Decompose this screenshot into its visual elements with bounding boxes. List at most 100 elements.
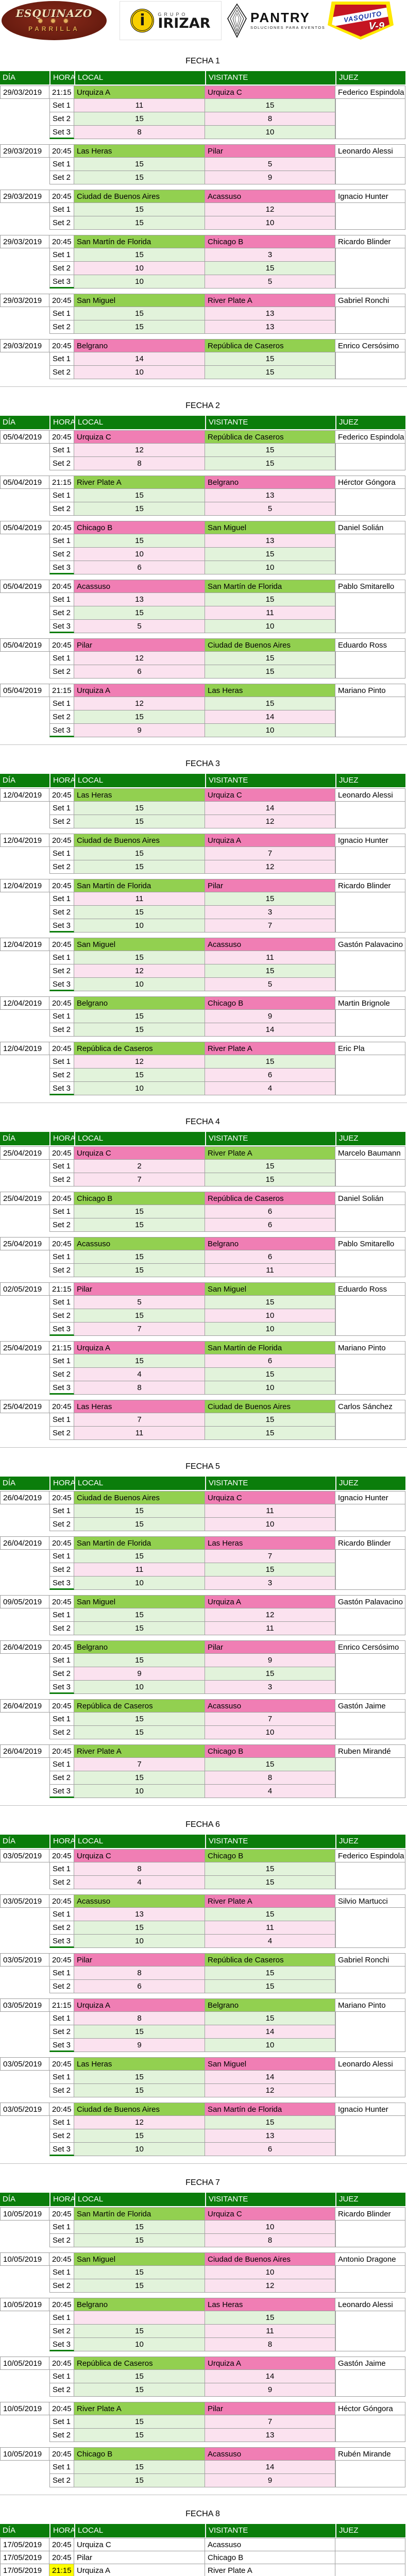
match-time-cell: 20:45	[49, 2298, 74, 2311]
local-team-cell: San Martín de Florida	[74, 2207, 205, 2221]
set-date-spacer	[0, 815, 49, 828]
match-date-cell: 12/04/2019	[0, 996, 49, 1010]
match-date-cell: 02/05/2019	[0, 1282, 49, 1296]
judge-spacer-cell	[335, 1055, 405, 1069]
set-date-spacer	[0, 1354, 49, 1368]
set-date-spacer	[0, 203, 49, 216]
set-score-local-cell: 15	[74, 2461, 205, 2474]
esquinazo-subtitle: PARRILLA	[28, 25, 80, 32]
match-date-cell: 17/05/2019	[0, 2551, 49, 2564]
judge-spacer-cell	[335, 951, 405, 964]
set-score-local-cell: 7	[74, 1173, 205, 1187]
match-time-cell: 20:45	[49, 2538, 74, 2551]
set-score-local-cell: 11	[74, 892, 205, 906]
match-time-cell: 20:45	[49, 1146, 74, 1160]
judge-spacer-cell	[335, 307, 405, 320]
set-date-spacer	[0, 1862, 49, 1876]
judge-cell: Hérctor Góngora	[335, 476, 405, 489]
set-score-local-cell: 15	[74, 203, 205, 216]
judge-spacer-cell	[335, 1967, 405, 1980]
set-label-cell: Set 2	[49, 1667, 74, 1681]
set-row: Set 2 15 13	[0, 2429, 405, 2442]
set-label-cell: Set 1	[49, 1908, 74, 1921]
judge-spacer-cell	[335, 1023, 405, 1037]
set-score-visitante-cell: 15	[205, 2311, 335, 2325]
match: 09/05/2019 20:45 San Miguel Urquiza A Gastón…	[0, 1595, 405, 1635]
match-header-row: 12/04/2019 20:45 Ciudad de Buenos Aires Urq…	[0, 834, 405, 847]
set-score-local-cell: 15	[74, 1010, 205, 1023]
set-date-spacer	[0, 1368, 49, 1381]
column-header-local: LOCAL	[74, 1132, 205, 1145]
set-score-visitante-cell: 15	[205, 697, 335, 710]
column-header-dia: DÍA	[3, 1479, 16, 1487]
judge-cell: Ricardo Blinder	[335, 235, 405, 248]
set-score-local-cell: 15	[74, 2234, 205, 2247]
match: 29/03/2019 20:45 Las Heras Pilar Leonardo Al…	[0, 144, 405, 184]
column-header-dia: DÍA	[3, 418, 16, 427]
judge-cell: Leonardo Alessi	[335, 788, 405, 802]
set-score-local-cell: 15	[74, 1309, 205, 1323]
column-header-hora: HORA	[49, 1835, 74, 1848]
match-header-row: 12/04/2019 20:45 San Miguel Acassuso Gastón …	[0, 938, 405, 951]
set-score-visitante-cell: 15	[205, 1368, 335, 1381]
set-score-visitante-cell: 6	[205, 1205, 335, 1218]
column-header-juez: JUEZ	[335, 2193, 405, 2206]
judge-cell: Federico Espindola	[335, 86, 405, 99]
set-label-cell: Set 1	[49, 489, 74, 502]
set-date-spacer	[0, 2311, 49, 2325]
set-date-spacer	[0, 1608, 49, 1622]
set-date-spacer	[0, 1908, 49, 1921]
judge-spacer-cell	[335, 1726, 405, 1739]
visitante-team-cell: Chicago B	[205, 1849, 335, 1862]
set-score-local-cell: 14	[74, 352, 205, 366]
match: 29/03/2019 20:45 San Martín de Florida Chic…	[0, 235, 405, 289]
judge-spacer-cell	[335, 892, 405, 906]
match-date-cell: 25/04/2019	[0, 1146, 49, 1160]
set-row: Set 1 15	[0, 2311, 405, 2325]
judge-spacer-cell	[335, 561, 405, 574]
set-row: Set 1 15 9	[0, 1010, 405, 1023]
pantry-logo: PANTRY SOLUCIONES PARA EVENTOS	[227, 1, 325, 40]
set-label-cell: Set 1	[49, 697, 74, 710]
visitante-team-cell: Las Heras	[205, 1536, 335, 1550]
set-score-local-cell: 13	[74, 593, 205, 606]
judge-spacer-cell	[335, 1876, 405, 1889]
set-label-cell: Set 2	[49, 815, 74, 828]
judge-cell: Gabriel Ronchi	[335, 294, 405, 307]
match-time-cell: 20:45	[49, 2103, 74, 2116]
set-score-visitante-cell: 15	[205, 2012, 335, 2025]
column-header-juez: JUEZ	[335, 1477, 405, 1490]
visitante-team-cell: Pilar	[205, 2402, 335, 2415]
match-time-cell: 20:45	[49, 834, 74, 847]
set-date-spacer	[0, 2429, 49, 2442]
local-team-cell: Acassuso	[74, 1894, 205, 1908]
match-date-cell: 12/04/2019	[0, 834, 49, 847]
set-date-spacer	[0, 2266, 49, 2279]
set-row: Set 3 8 10	[0, 1381, 405, 1395]
match-date-cell: 25/04/2019	[0, 1192, 49, 1205]
column-header-hora: HORA	[49, 2524, 74, 2537]
set-row: Set 3 10 7	[0, 919, 405, 933]
judge-spacer-cell	[335, 906, 405, 919]
set-label-cell: Set 1	[49, 2221, 74, 2234]
judge-spacer-cell	[335, 2474, 405, 2487]
judge-spacer-cell	[335, 1577, 405, 1590]
set-label-cell: Set 3	[49, 724, 74, 737]
set-row: Set 2 15 14	[0, 710, 405, 724]
set-label-cell: Set 1	[49, 1250, 74, 1264]
judge-spacer-cell	[335, 1309, 405, 1323]
fixture-table: DÍA HORA LOCAL VISITANTE JUEZ 12/04/2019 20:45…	[0, 774, 405, 1095]
set-label-cell: Set 1	[49, 2370, 74, 2383]
set-score-local-cell: 10	[74, 919, 205, 933]
judge-cell: Antonio Dragone	[335, 2252, 405, 2266]
fecha-section: FECHA 7 DÍA HORA LOCAL VISITANTE JUEZ 10/05/20…	[0, 2178, 407, 2495]
match-header-row: 25/04/2019 20:45 Urquiza C River Plate A Mar…	[0, 1146, 405, 1160]
judge-cell	[335, 2551, 405, 2564]
set-date-spacer	[0, 2025, 49, 2039]
judge-spacer-cell	[335, 1771, 405, 1785]
set-score-visitante-cell: 14	[205, 802, 335, 815]
column-header-visitante: VISITANTE	[205, 774, 335, 787]
visitante-team-cell: Acassuso	[205, 938, 335, 951]
set-label-cell: Set 2	[49, 1622, 74, 1635]
set-row: Set 2 7 15	[0, 1173, 405, 1187]
